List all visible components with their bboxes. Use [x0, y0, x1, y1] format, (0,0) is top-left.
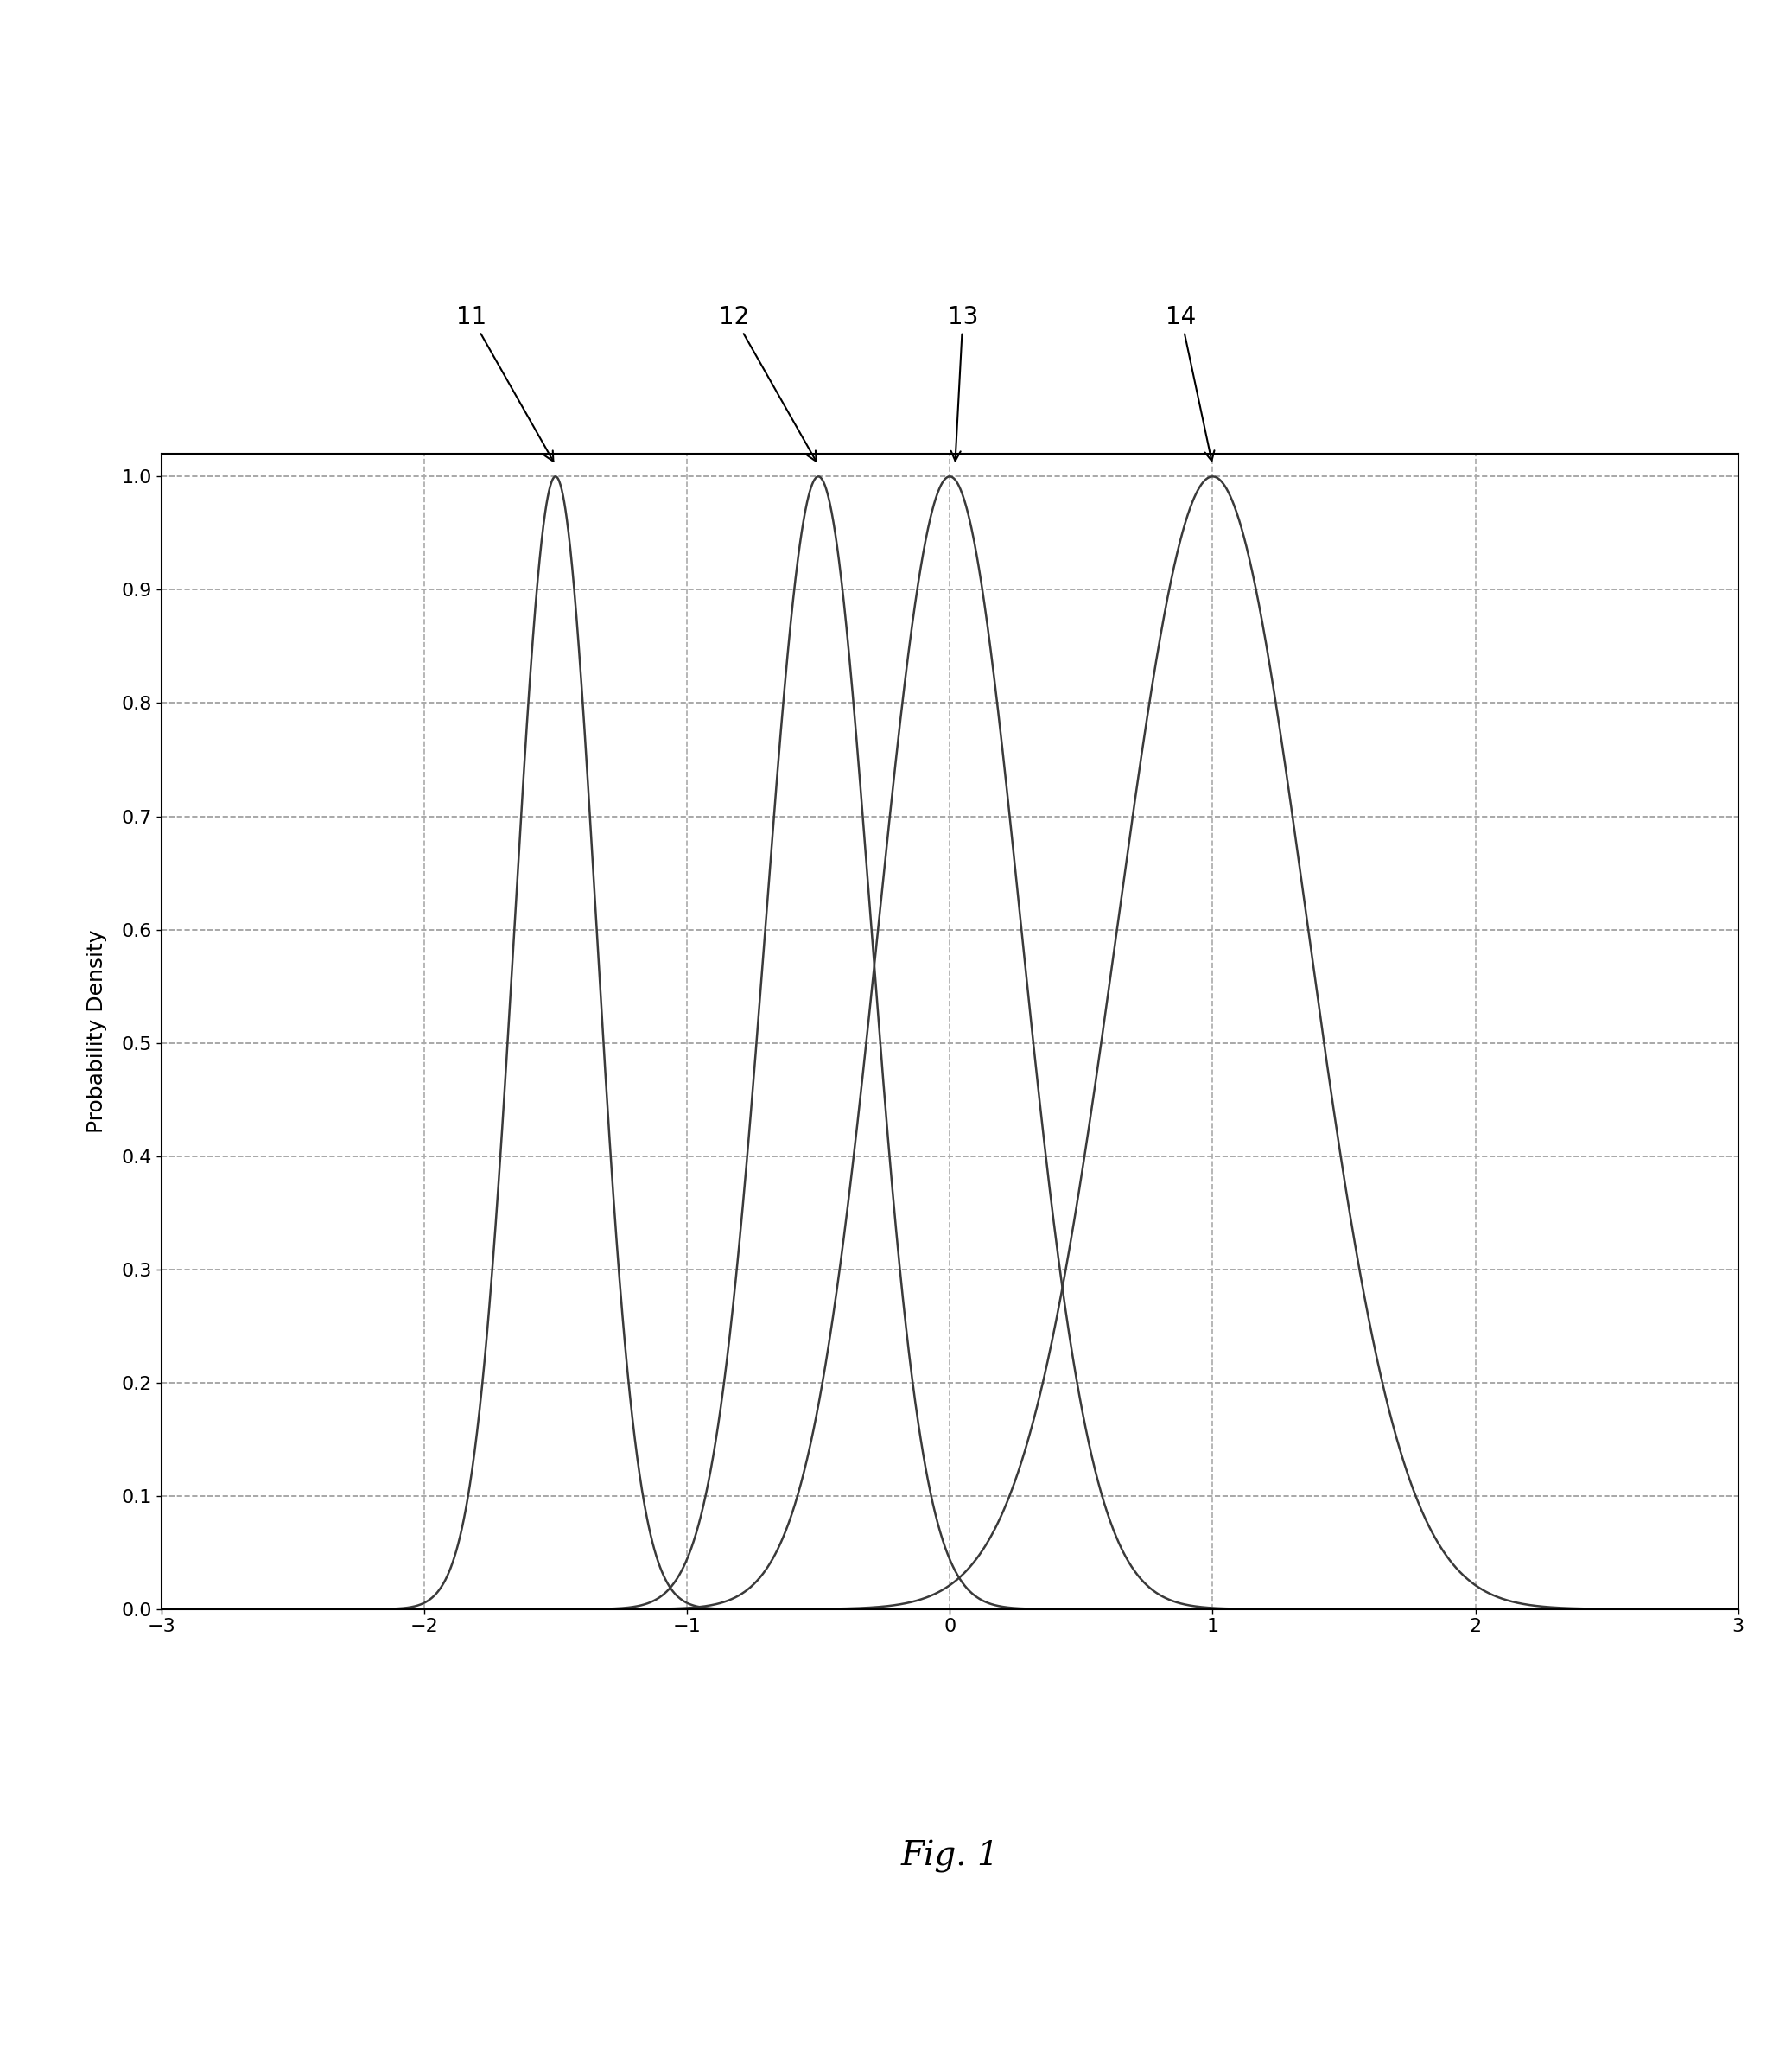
Text: 11: 11	[457, 305, 554, 462]
Text: 12: 12	[719, 305, 815, 462]
Text: 14: 14	[1167, 305, 1215, 460]
Text: 13: 13	[948, 305, 978, 460]
Y-axis label: Probability Density: Probability Density	[86, 930, 108, 1133]
Text: Fig. 1: Fig. 1	[901, 1840, 998, 1873]
